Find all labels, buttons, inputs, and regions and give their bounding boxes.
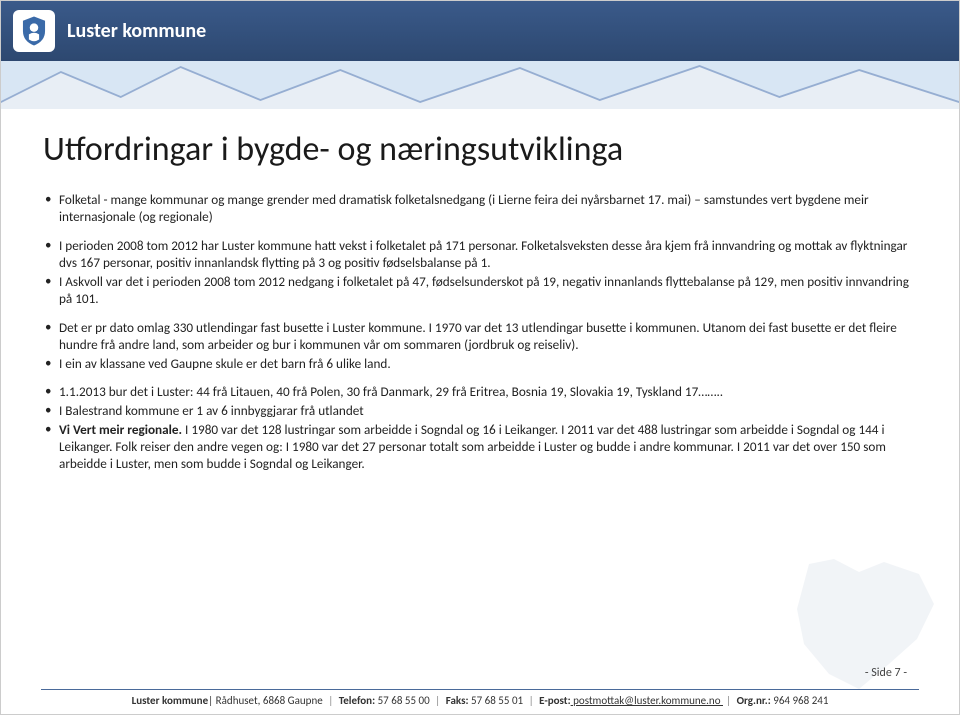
footer-email: postmottak@luster.kommune.no (571, 694, 723, 707)
footer-addr: | Rådhuset, 6868 Gaupne (208, 694, 325, 707)
mountain-banner (1, 61, 959, 116)
shield-icon (17, 14, 51, 48)
header-title: Luster kommune (67, 19, 206, 43)
footer-tel-label: Telefon: (339, 694, 375, 707)
footer-orgnr: 964 968 241 (771, 694, 829, 707)
bullet-item: I perioden 2008 tom 2012 har Luster komm… (43, 238, 917, 272)
header-bar: Luster kommune (1, 1, 959, 61)
bullet-list: Folketal - mange kommunar og mange grend… (43, 192, 917, 472)
footer: Luster kommune| Rådhuset, 6868 Gaupne | … (1, 689, 959, 714)
bullet-item: Det er pr dato omlag 330 utlendingar fas… (43, 320, 917, 354)
page-number: - Side 7 - (865, 666, 907, 680)
footer-tel: 57 68 55 00 (375, 694, 432, 707)
bullet-item: I Askvoll var det i perioden 2008 tom 20… (43, 274, 917, 308)
bullet-item: Vi Vert meir regionale. I 1980 var det 1… (43, 422, 917, 473)
page-title: Utfordringar i bygde- og næringsutviklin… (43, 131, 917, 168)
slide: Luster kommune Utfordringar i bygde- og … (0, 0, 960, 715)
bullet-item: I Balestrand kommune er 1 av 6 innbyggja… (43, 403, 917, 420)
bullet-item: 1.1.2013 bur det i Luster: 44 frå Litaue… (43, 384, 917, 401)
footer-fax-label: Faks: (446, 694, 469, 707)
bullet-rest: I 1980 var det 128 lustringar som arbeid… (59, 421, 886, 472)
footer-org: Luster kommune (132, 694, 209, 707)
bullet-item: Folketal - mange kommunar og mange grend… (43, 192, 917, 226)
footer-orgnr-label: Org.nr.: (737, 694, 771, 707)
org-logo (13, 10, 55, 52)
bold-lead: Vi Vert meir regionale. (59, 421, 182, 438)
content-area: Utfordringar i bygde- og næringsutviklin… (43, 131, 917, 485)
footer-fax: 57 68 55 01 (469, 694, 526, 707)
bullet-item: I ein av klassane ved Gaupne skule er de… (43, 356, 917, 373)
footer-email-label: E-post: (539, 694, 570, 707)
